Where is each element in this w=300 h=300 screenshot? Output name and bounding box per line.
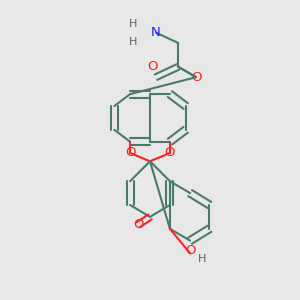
Text: H: H (129, 37, 137, 46)
Text: O: O (147, 60, 158, 73)
Text: N: N (151, 26, 161, 39)
Text: O: O (165, 146, 175, 160)
Text: O: O (133, 218, 143, 231)
Text: H: H (198, 254, 206, 264)
Text: O: O (125, 146, 135, 160)
Text: H: H (129, 19, 137, 29)
Text: O: O (191, 71, 201, 84)
Text: O: O (185, 244, 195, 257)
